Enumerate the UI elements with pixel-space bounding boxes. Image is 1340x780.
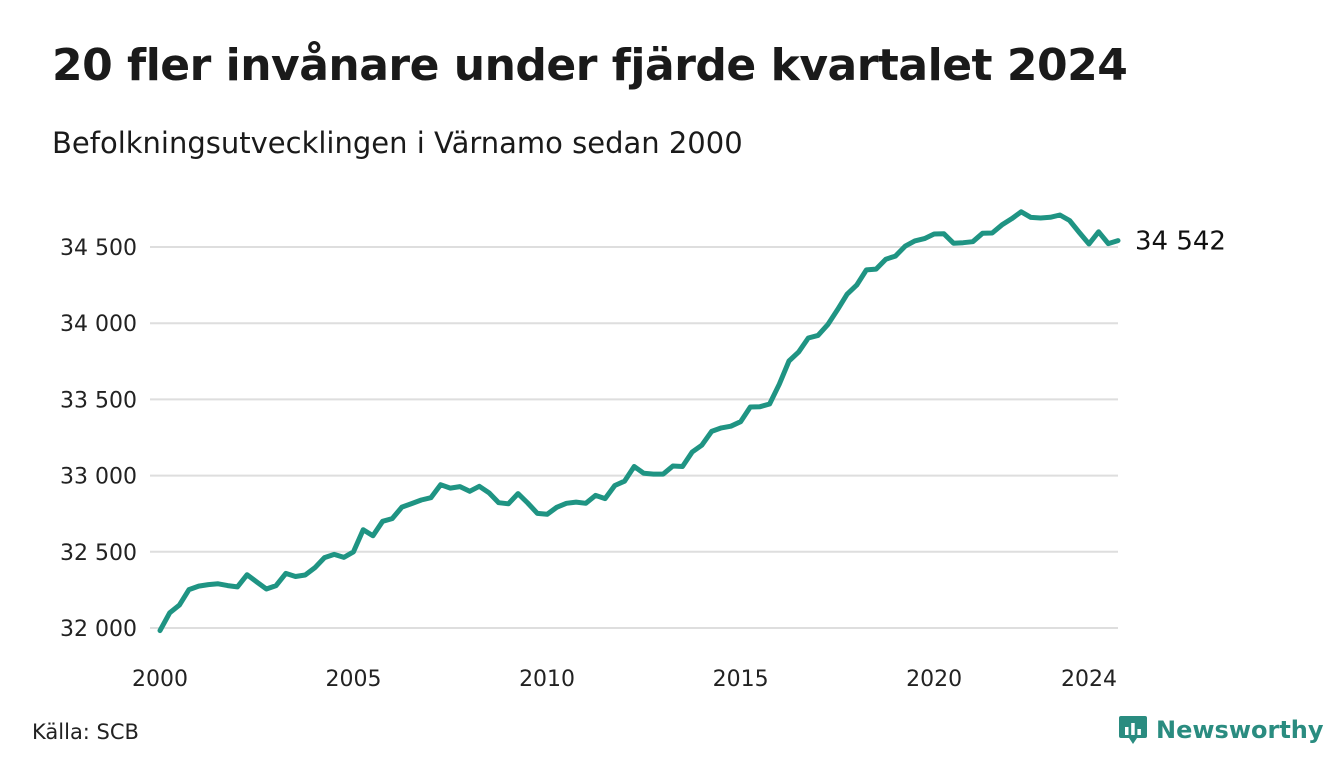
gridlines: [150, 246, 1118, 629]
x-tick-label: 2005: [326, 667, 382, 692]
y-axis: 32 000 32 500 33 000 33 500 34 000 34 500: [60, 236, 137, 642]
x-tick-label: 2010: [519, 667, 575, 692]
y-tick-label: 33 000: [60, 465, 137, 490]
y-tick-label: 34 500: [60, 236, 137, 261]
chart-subtitle: Befolkningsutvecklingen i Värnamo sedan …: [52, 126, 743, 160]
source-note: Källa: SCB: [32, 720, 139, 744]
data-labels: 34 542: [1135, 227, 1226, 257]
y-tick-label: 32 500: [60, 541, 137, 566]
y-tick-label: 34 000: [60, 312, 137, 337]
series-lines: [157, 209, 1121, 634]
x-tick-label: 2020: [906, 667, 962, 692]
x-tick-label: 2024: [1061, 667, 1117, 692]
x-tick-label: 2000: [132, 667, 188, 692]
x-tick-label: 2015: [713, 667, 769, 692]
newsworthy-logo-icon: [1119, 716, 1147, 744]
y-tick-label: 32 000: [60, 617, 137, 642]
end-value-label: 34 542: [1135, 227, 1226, 257]
brand-logo: Newsworthy: [1118, 714, 1324, 746]
chart-title: 20 fler invånare under fjärde kvartalet …: [52, 40, 1128, 91]
series-line: [157, 209, 1121, 634]
x-axis: 2000 2005 2010 2015 2020 2024: [132, 667, 1117, 692]
brand-name: Newsworthy: [1156, 716, 1324, 744]
y-tick-label: 33 500: [60, 388, 137, 413]
